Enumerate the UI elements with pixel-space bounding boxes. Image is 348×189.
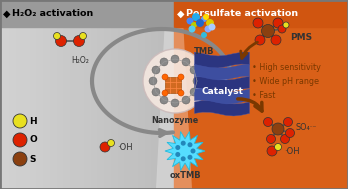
Circle shape [175, 145, 180, 150]
Circle shape [263, 118, 272, 126]
Circle shape [255, 35, 265, 45]
Bar [0, 0, 174, 27]
Text: PMS: PMS [290, 33, 312, 42]
Polygon shape [165, 132, 205, 170]
Text: ·OH: ·OH [117, 143, 133, 152]
Circle shape [278, 25, 286, 33]
Circle shape [273, 18, 283, 28]
Circle shape [162, 90, 168, 96]
Circle shape [272, 123, 284, 135]
Circle shape [261, 25, 275, 37]
Polygon shape [195, 52, 250, 68]
Circle shape [190, 66, 198, 74]
Text: • Wide pH range: • Wide pH range [252, 77, 319, 85]
Polygon shape [195, 88, 250, 104]
Circle shape [152, 66, 160, 74]
Bar [165, 77, 181, 93]
Circle shape [55, 36, 66, 46]
Circle shape [283, 22, 289, 28]
Text: ◆: ◆ [177, 9, 184, 19]
Polygon shape [195, 100, 250, 116]
Circle shape [187, 18, 193, 25]
Circle shape [178, 74, 184, 80]
Polygon shape [195, 76, 250, 92]
Circle shape [54, 33, 61, 40]
Text: • Fast: • Fast [252, 91, 275, 99]
Circle shape [181, 141, 186, 146]
Circle shape [100, 142, 110, 152]
Circle shape [284, 118, 293, 126]
Text: Catalyst: Catalyst [201, 87, 243, 95]
Circle shape [191, 22, 197, 28]
Polygon shape [156, 0, 192, 189]
Text: H₂O₂: H₂O₂ [71, 56, 89, 65]
Text: ·OH: ·OH [284, 146, 300, 156]
Circle shape [182, 58, 190, 66]
Circle shape [178, 90, 184, 96]
Circle shape [253, 18, 263, 28]
Circle shape [205, 26, 212, 33]
Circle shape [149, 77, 157, 85]
Text: • High sensitivity: • High sensitivity [252, 63, 321, 71]
Circle shape [143, 49, 207, 113]
Circle shape [13, 152, 27, 166]
Text: S: S [29, 154, 35, 163]
Polygon shape [195, 64, 250, 80]
Circle shape [190, 149, 196, 153]
Circle shape [160, 58, 168, 66]
Circle shape [285, 129, 294, 138]
Circle shape [196, 19, 204, 27]
Circle shape [201, 32, 207, 38]
Text: ◆: ◆ [3, 9, 10, 19]
Text: oxTMB: oxTMB [169, 171, 201, 180]
Circle shape [182, 96, 190, 104]
Bar [174, 0, 348, 189]
Polygon shape [196, 64, 230, 99]
Circle shape [175, 152, 180, 157]
Circle shape [189, 26, 196, 33]
Circle shape [280, 135, 290, 143]
Circle shape [152, 88, 160, 96]
Circle shape [203, 14, 209, 20]
Circle shape [193, 77, 201, 85]
Circle shape [190, 88, 198, 96]
Circle shape [206, 19, 214, 27]
Text: H₂O₂ activation: H₂O₂ activation [12, 9, 93, 18]
Text: TMB: TMB [194, 47, 214, 56]
Circle shape [171, 55, 179, 63]
Circle shape [188, 142, 192, 147]
Circle shape [160, 96, 168, 104]
Circle shape [201, 16, 207, 22]
Text: SO₄·⁻: SO₄·⁻ [295, 122, 316, 132]
Circle shape [267, 146, 277, 156]
Circle shape [162, 74, 168, 80]
Circle shape [181, 156, 186, 161]
Circle shape [271, 35, 281, 45]
Circle shape [79, 33, 87, 40]
Circle shape [108, 139, 114, 146]
Circle shape [13, 114, 27, 128]
Circle shape [73, 36, 85, 46]
Circle shape [188, 155, 192, 160]
Circle shape [267, 135, 276, 143]
Circle shape [192, 13, 200, 21]
Circle shape [275, 143, 282, 150]
Text: Nanozyme: Nanozyme [151, 116, 199, 125]
Circle shape [13, 133, 27, 147]
Circle shape [171, 99, 179, 107]
Text: Persulfate activation: Persulfate activation [186, 9, 298, 18]
Text: H: H [29, 116, 37, 125]
Text: O: O [29, 136, 37, 145]
Bar [174, 0, 348, 27]
Circle shape [208, 23, 215, 30]
